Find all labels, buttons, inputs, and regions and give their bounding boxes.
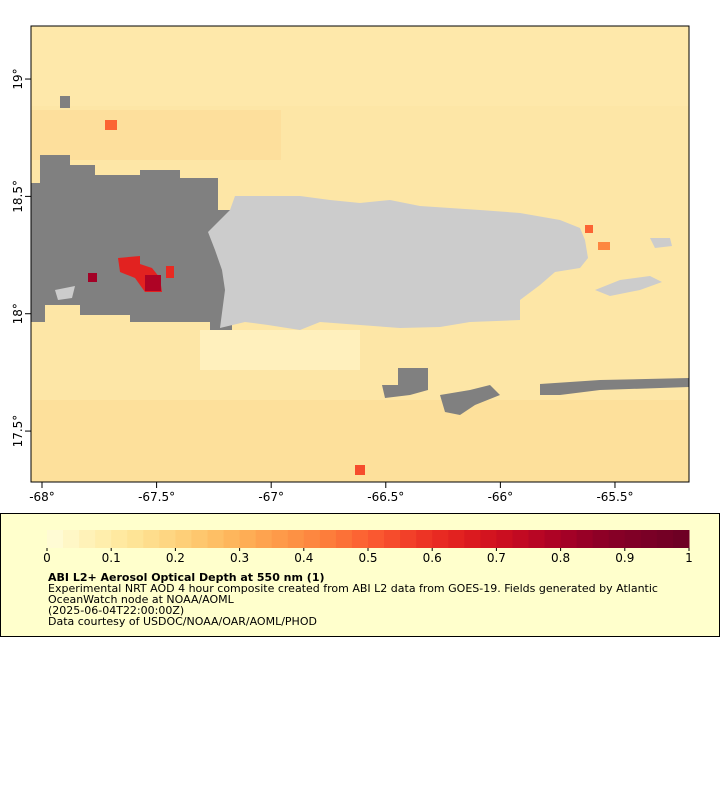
high-aod — [585, 225, 593, 233]
colorbar-swatch — [223, 530, 241, 548]
colorbar-swatch — [464, 530, 481, 548]
colorbar-swatch — [672, 530, 690, 548]
caption-line: OceanWatch node at NOAA/AOML — [48, 593, 235, 606]
colorbar-swatch — [576, 530, 594, 548]
y-tick-label: 17.5° — [11, 415, 25, 448]
colorbar-tick-label: 0.5 — [358, 551, 377, 565]
colorbar-swatch — [560, 530, 578, 548]
high-aod — [598, 242, 610, 250]
caption-line: (2025-06-04T22:00:00Z) — [48, 604, 184, 617]
x-tick-label: -65.5° — [596, 490, 633, 504]
x-tick-label: -68° — [29, 490, 55, 504]
high-aod — [166, 266, 174, 278]
caption-line: Data courtesy of USDOC/NOAA/OAR/AOML/PHO… — [48, 615, 317, 628]
colorbar-swatch — [271, 530, 289, 548]
colorbar-swatch — [351, 530, 369, 548]
aod-band — [31, 110, 281, 160]
colorbar-swatch — [95, 530, 112, 548]
colorbar-swatch — [480, 530, 497, 548]
colorbar-swatch — [159, 530, 176, 548]
no-data-area — [31, 155, 232, 330]
no-data-area — [382, 368, 428, 398]
colorbar-swatch — [640, 530, 658, 548]
y-tick-label: 18.5° — [11, 180, 25, 213]
colorbar-tick-label: 0.1 — [102, 551, 121, 565]
colorbar-swatch — [111, 530, 128, 548]
y-tick-label: 18° — [11, 303, 25, 324]
y-tick-label: 19° — [11, 68, 25, 89]
colorbar-swatch — [416, 530, 433, 548]
high-aod — [105, 120, 117, 130]
colorbar-swatch — [448, 530, 465, 548]
colorbar-swatch — [432, 530, 449, 548]
colorbar-swatch — [528, 530, 546, 548]
colorbar-swatch — [384, 530, 401, 548]
aod-band — [200, 330, 360, 370]
colorbar-swatch — [255, 530, 273, 548]
land — [650, 238, 672, 248]
x-tick-label: -67° — [258, 490, 284, 504]
high-aod — [355, 465, 365, 475]
aod-band — [31, 26, 689, 106]
colorbar-swatch — [239, 530, 257, 548]
colorbar-tick-label: 0.6 — [423, 551, 442, 565]
land — [208, 196, 588, 330]
no-data-area — [440, 385, 500, 415]
x-tick-label: -67.5° — [138, 490, 175, 504]
colorbar-swatch — [287, 530, 305, 548]
colorbar-tick-label: 1 — [685, 551, 693, 565]
colorbar: 0 0.1 0.2 0.3 0.4 0.5 0.6 0.7 0.8 0.9 1 — [43, 530, 693, 565]
colorbar-swatch — [175, 530, 192, 548]
land — [595, 276, 662, 296]
colorbar-tick-label: 0.7 — [487, 551, 506, 565]
colorbar-swatch — [512, 530, 529, 548]
colorbar-swatch — [191, 530, 208, 548]
x-tick-label: -66° — [488, 490, 514, 504]
colorbar-swatch — [656, 530, 674, 548]
map-frame — [30, 25, 690, 483]
colorbar-swatch — [608, 530, 626, 548]
colorbar-swatch — [368, 530, 385, 548]
colorbar-swatch — [63, 530, 80, 548]
colorbar-tick-label: 0.8 — [551, 551, 570, 565]
colorbar-tick-label: 0 — [43, 551, 51, 565]
caption-line: Experimental NRT AOD 4 hour composite cr… — [48, 582, 658, 595]
caption-title: ABI L2+ Aerosol Optical Depth at 550 nm … — [48, 571, 325, 584]
high-aod — [88, 273, 97, 282]
colorbar-tick-label: 0.3 — [230, 551, 249, 565]
colorbar-swatch — [496, 530, 513, 548]
x-tick-label: -66.5° — [367, 490, 404, 504]
high-aod — [145, 275, 161, 291]
colorbar-swatch — [207, 530, 225, 548]
colorbar-swatch — [400, 530, 417, 548]
no-data-area — [60, 96, 70, 108]
colorbar-swatch — [143, 530, 160, 548]
colorbar-swatch — [624, 530, 642, 548]
no-data-area — [540, 378, 689, 395]
land — [55, 286, 75, 300]
map — [30, 25, 690, 483]
colorbar-swatch — [319, 530, 337, 548]
colorbar-swatch — [47, 530, 64, 548]
colorbar-swatch — [303, 530, 321, 548]
colorbar-tick-label: 0.9 — [615, 551, 634, 565]
colorbar-swatch — [127, 530, 144, 548]
colorbar-swatch — [79, 530, 96, 548]
colorbar-swatch — [544, 530, 562, 548]
colorbar-tick-label: 0.2 — [166, 551, 185, 565]
colorbar-swatch — [335, 530, 353, 548]
colorbar-tick-label: 0.4 — [294, 551, 313, 565]
colorbar-swatch — [592, 530, 610, 548]
